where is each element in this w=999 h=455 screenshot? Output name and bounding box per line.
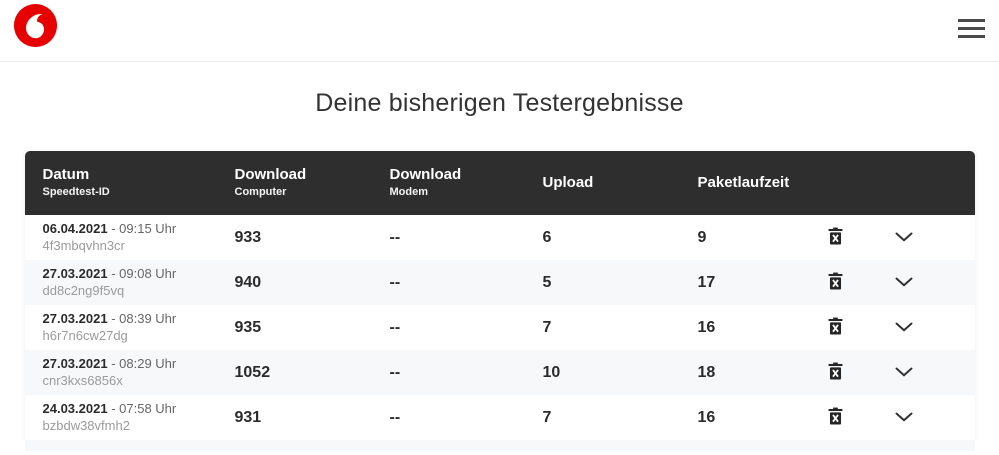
cell-upload: 7 bbox=[542, 408, 552, 426]
expand-result-button[interactable] bbox=[870, 215, 938, 260]
speedtest-id: dd8c2ng9f5vq bbox=[42, 282, 125, 298]
column-header-upload: Upload bbox=[542, 173, 594, 191]
delete-result-button[interactable] bbox=[802, 395, 870, 440]
column-header-download-computer: Download Computer bbox=[234, 166, 307, 199]
cell-download-computer: 935 bbox=[234, 318, 262, 336]
delete-result-button[interactable] bbox=[802, 305, 870, 350]
cell-download-modem: -- bbox=[389, 228, 401, 246]
page-title: Deine bisherigen Testergebnisse bbox=[315, 89, 684, 117]
hamburger-bar bbox=[958, 27, 985, 30]
cell-date-id: 24.03.2021 - 07:58 Uhr bzbdw38vfmh2 bbox=[43, 401, 235, 434]
speedtest-results-table: Datum Speedtest-ID Download Computer Dow… bbox=[24, 151, 975, 440]
expand-result-button[interactable] bbox=[870, 260, 938, 305]
vodafone-logo-icon[interactable] bbox=[13, 3, 58, 48]
trash-x-icon bbox=[828, 272, 843, 293]
trash-x-icon bbox=[828, 227, 843, 248]
cell-download-computer: 940 bbox=[234, 273, 262, 291]
trash-x-icon bbox=[828, 317, 843, 338]
speedtest-id: 4f3mbqvhn3cr bbox=[42, 237, 125, 253]
cell-download-modem: -- bbox=[389, 408, 401, 426]
cell-download-modem: -- bbox=[389, 273, 401, 291]
delete-result-button[interactable] bbox=[802, 215, 870, 260]
table-row: 27.03.2021 - 08:39 Uhr h6r7n6cw27dg 935 … bbox=[24, 305, 975, 350]
cell-upload: 5 bbox=[542, 273, 552, 291]
expand-result-button[interactable] bbox=[870, 305, 938, 350]
chevron-down-icon bbox=[895, 275, 913, 290]
speedtest-id: cnr3kxs6856x bbox=[42, 372, 123, 388]
speedtest-id: h6r7n6cw27dg bbox=[42, 327, 128, 343]
hamburger-menu-icon[interactable] bbox=[958, 12, 986, 38]
chevron-down-icon bbox=[895, 410, 913, 425]
chevron-down-icon bbox=[895, 230, 913, 245]
cell-date-id: 27.03.2021 - 09:08 Uhr dd8c2ng9f5vq bbox=[43, 266, 235, 299]
chevron-down-icon bbox=[895, 320, 913, 335]
column-header-datum: Datum Speedtest-ID bbox=[42, 166, 110, 199]
cell-download-modem: -- bbox=[389, 318, 401, 336]
cell-download-computer: 931 bbox=[234, 408, 262, 426]
cell-upload: 10 bbox=[542, 363, 561, 381]
cell-date-id: 27.03.2021 - 08:39 Uhr h6r7n6cw27dg bbox=[43, 311, 235, 344]
cell-download-computer: 933 bbox=[234, 228, 262, 246]
cell-paketlaufzeit: 16 bbox=[697, 408, 716, 426]
column-header-download-modem: Download Modem bbox=[389, 166, 462, 199]
cell-download-computer: 1052 bbox=[234, 363, 271, 381]
cell-paketlaufzeit: 17 bbox=[697, 273, 716, 291]
trash-x-icon bbox=[828, 407, 843, 428]
cell-paketlaufzeit: 16 bbox=[697, 318, 716, 336]
cell-paketlaufzeit: 18 bbox=[697, 363, 716, 381]
cell-download-modem: -- bbox=[389, 363, 401, 381]
speedtest-id: bzbdw38vfmh2 bbox=[42, 417, 130, 433]
table-row: 27.03.2021 - 09:08 Uhr dd8c2ng9f5vq 940 … bbox=[24, 260, 975, 305]
cell-date-id: 06.04.2021 - 09:15 Uhr 4f3mbqvhn3cr bbox=[43, 221, 235, 254]
cell-date-id: 27.03.2021 - 08:29 Uhr cnr3kxs6856x bbox=[43, 356, 235, 389]
table-row: 06.04.2021 - 09:15 Uhr 4f3mbqvhn3cr 933 … bbox=[24, 215, 975, 260]
table-header-row: Datum Speedtest-ID Download Computer Dow… bbox=[24, 151, 975, 215]
table-row-partial bbox=[24, 440, 975, 451]
expand-result-button[interactable] bbox=[870, 350, 938, 395]
cell-paketlaufzeit: 9 bbox=[697, 228, 707, 246]
chevron-down-icon bbox=[895, 365, 913, 380]
column-header-paketlaufzeit: Paketlaufzeit bbox=[697, 173, 790, 191]
delete-result-button[interactable] bbox=[802, 260, 870, 305]
table-row: 27.03.2021 - 08:29 Uhr cnr3kxs6856x 1052… bbox=[24, 350, 975, 395]
expand-result-button[interactable] bbox=[870, 395, 938, 440]
trash-x-icon bbox=[828, 362, 843, 383]
cell-upload: 6 bbox=[542, 228, 552, 246]
hamburger-bar bbox=[958, 35, 985, 38]
top-bar bbox=[0, 0, 999, 62]
cell-upload: 7 bbox=[542, 318, 552, 336]
delete-result-button[interactable] bbox=[802, 350, 870, 395]
hamburger-bar bbox=[958, 19, 985, 22]
table-row: 24.03.2021 - 07:58 Uhr bzbdw38vfmh2 931 … bbox=[24, 395, 975, 440]
